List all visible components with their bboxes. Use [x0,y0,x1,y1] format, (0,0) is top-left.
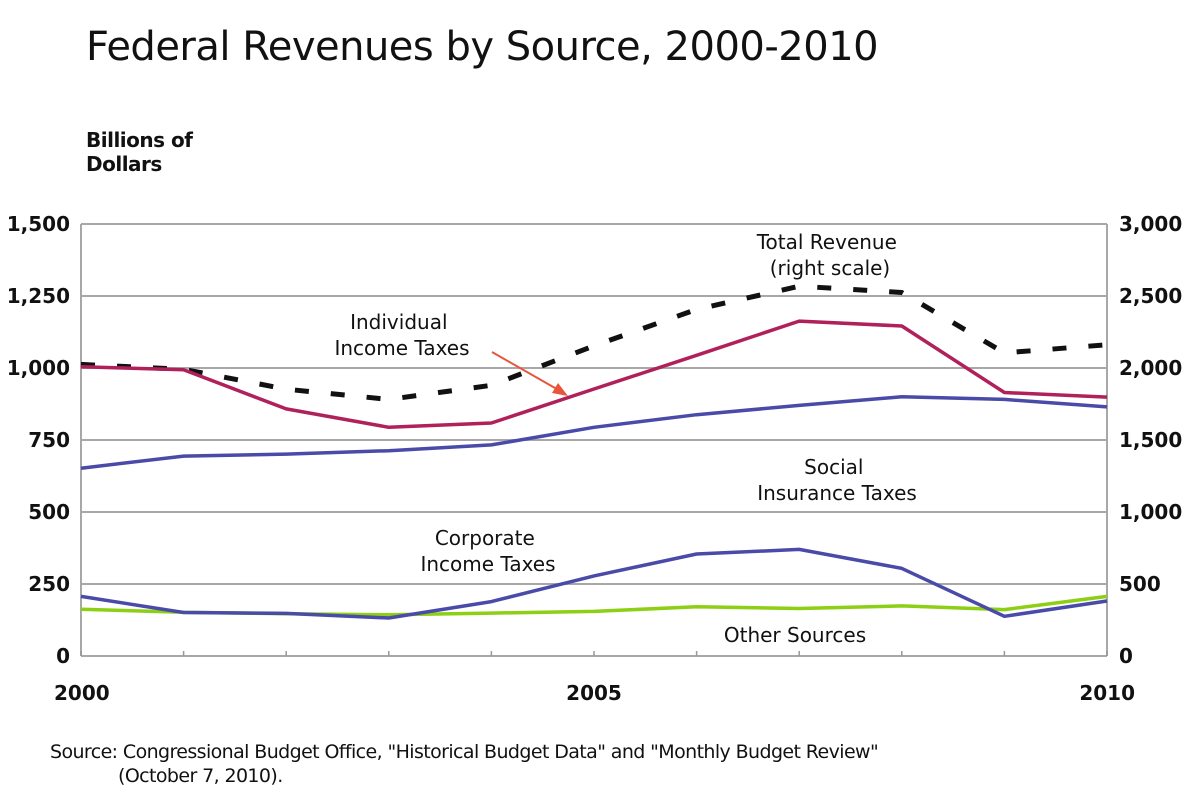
annotation-individual-income-taxes: Individual Income Taxes [334,310,469,360]
y-axis-label-line-2: Dollars [86,152,162,176]
y-tick-label-right: 2,000 [1119,356,1182,380]
y-tick-label-right: 1,000 [1119,500,1182,524]
y-tick-label-right: 1,500 [1119,428,1182,452]
y-tick-label-left: 1,500 [7,212,70,236]
annotation-social-line-1: Social [804,455,863,479]
y-tick-label-left: 0 [56,644,70,668]
annotation-corporate-line-1: Corporate [435,526,535,550]
y-tick-label-left: 500 [28,500,70,524]
annotation-corporate-line-2: Income Taxes [420,552,555,576]
annotation-other-sources: Other Sources [724,623,866,647]
series-line-social-insurance-taxes [80,395,1108,470]
y-axis-label-line-1: Billions of [86,128,193,152]
x-tick-label: 2005 [566,681,622,705]
y-tick-label-left: 250 [28,572,70,596]
annotation-individual-line-2: Income Taxes [334,336,469,360]
series-line-individual-income-taxes [80,319,1108,430]
source-line-2: (October 7, 2010). [118,765,283,787]
y-axis-left-ticks: 0 250 500 750 1,000 1,250 1,500 [7,212,70,668]
series-line-total-revenue-right-scale [80,283,1108,402]
axes [80,224,1108,657]
source-note: Source: Congressional Budget Office, "Hi… [50,740,879,788]
gridlines [81,223,1107,585]
annotation-corporate-income-taxes: Corporate Income Taxes [420,526,555,576]
y-axis-label: Billions of Dollars [86,128,246,176]
annotation-arrow [491,351,563,393]
annotation-total-revenue: Total Revenue (right scale) [756,230,904,280]
y-tick-label-right: 2,500 [1119,284,1182,308]
annotation-total-line-1: Total Revenue [756,230,897,254]
x-axis-ticks: 2000 2005 2010 [54,681,1135,705]
annotation-social-line-2: Insurance Taxes [757,481,917,505]
annotations: Total Revenue (right scale) Individual I… [334,230,916,647]
y-tick-label-right: 0 [1119,644,1133,668]
y-tick-label-left: 1,250 [7,284,70,308]
x-tick-label: 2010 [1079,681,1135,705]
y-tick-label-right: 3,000 [1119,212,1182,236]
y-tick-label-left: 1,000 [7,356,70,380]
y-tick-label-right: 500 [1119,572,1161,596]
y-axis-right-ticks: 0 500 1,000 1,500 2,000 2,500 3,000 [1119,212,1182,668]
x-tick-label: 2000 [54,681,110,705]
annotation-social-insurance-taxes: Social Insurance Taxes [757,455,917,505]
source-line-1: Source: Congressional Budget Office, "Hi… [50,741,879,763]
annotation-individual-line-1: Individual [350,310,447,334]
chart-title: Federal Revenues by Source, 2000-2010 [86,24,879,70]
annotation-arrow-head [552,383,568,396]
annotation-total-line-2: (right scale) [770,256,891,280]
y-tick-label-left: 750 [28,428,70,452]
series-lines [80,283,1108,620]
